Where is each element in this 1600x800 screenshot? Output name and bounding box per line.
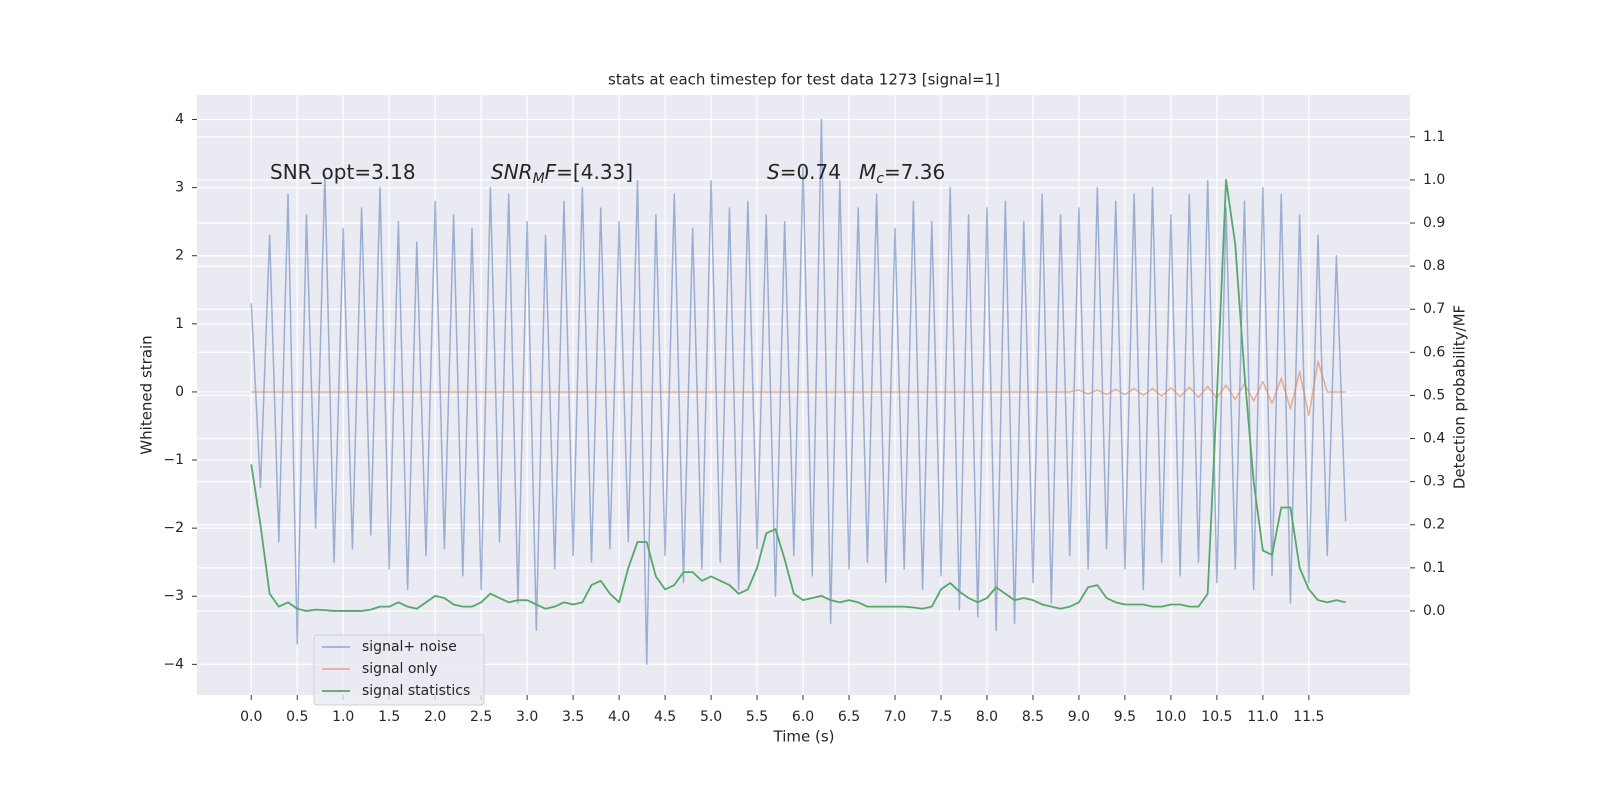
x-axis-label: Time (s) (773, 728, 835, 746)
y2-tick-label: 0.8 (1423, 258, 1445, 274)
x-tick-label: 9.0 (1068, 709, 1090, 725)
y2-tick-label: 0.3 (1423, 474, 1445, 490)
y2-tick-label: 0.1 (1423, 560, 1445, 576)
y2-tick-label: 1.0 (1423, 172, 1445, 188)
y2-tick-label: 0.0 (1423, 603, 1445, 619)
y-tick-label: 2 (175, 248, 184, 264)
marks (250, 118, 1347, 666)
x-tick-label: 2.5 (470, 709, 492, 725)
annotation: SNRMF=[4.33] (491, 160, 633, 188)
chart-title: stats at each timestep for test data 127… (608, 71, 1000, 89)
x-tick-label: 2.0 (424, 709, 446, 725)
y2-tick-label: 1.1 (1423, 129, 1445, 145)
x-tick-label: 11.0 (1247, 709, 1278, 725)
x-tick-label: 3.0 (516, 709, 538, 725)
y2-tick-label: 0.2 (1423, 517, 1445, 533)
legend-label: signal+ noise (362, 639, 457, 655)
y-tick-label: 1 (175, 316, 184, 332)
x-tick-label: 3.5 (562, 709, 584, 725)
legend-box (313, 634, 485, 706)
series-line (251, 360, 1346, 417)
y2-tick-label: 0.5 (1423, 387, 1445, 403)
y-tick-label: 3 (175, 180, 184, 196)
x-tick-label: 10.0 (1155, 709, 1186, 725)
annotation-part: M (533, 171, 545, 187)
annotation: S=0.74 (767, 160, 841, 184)
annotation-part: =7.36 (884, 160, 945, 184)
annotation-part: F (545, 160, 557, 184)
x-tick-label: 0.5 (286, 709, 308, 725)
y-tick-label: −2 (163, 520, 184, 536)
y2-axis-label: Detection probability/MF (1451, 305, 1469, 489)
annotation-part: SNR_opt=3.18 (270, 160, 416, 184)
x-tick-label: 7.5 (930, 709, 952, 725)
annotation: Mc=7.36 (859, 160, 945, 188)
x-tick-label: 0.0 (240, 709, 262, 725)
x-tick-label: 8.0 (976, 709, 998, 725)
x-tick-label: 5.0 (700, 709, 722, 725)
x-tick-label: 5.5 (746, 709, 768, 725)
y2-tick-label: 0.4 (1423, 431, 1445, 447)
y-tick-label: −4 (163, 656, 184, 672)
annotation: SNR_opt=3.18 (270, 160, 416, 184)
annotation-part: c (876, 171, 884, 187)
annotation-part: S (767, 160, 780, 184)
x-tick-label: 7.0 (884, 709, 906, 725)
legend-label: signal statistics (362, 683, 470, 699)
legend: signal+ noise signal only signal statistic… (313, 634, 485, 706)
legend-label: signal only (362, 661, 437, 677)
x-tick-label: 6.5 (838, 709, 860, 725)
x-tick-label: 4.5 (654, 709, 676, 725)
x-tick-label: 4.0 (608, 709, 630, 725)
annotation-part: M (859, 160, 876, 184)
annotation-part: =0.74 (780, 160, 841, 184)
x-tick-label: 8.5 (1022, 709, 1044, 725)
x-tick-label: 10.5 (1201, 709, 1232, 725)
y2-tick-label: 0.9 (1423, 215, 1445, 231)
y-tick-label: 0 (175, 384, 184, 400)
y-tick-label: 4 (175, 112, 184, 128)
annotation-part: SNR (491, 160, 533, 184)
annotation-part: =[4.33] (556, 160, 633, 184)
x-tick-label: 1.0 (332, 709, 354, 725)
x-tick-label: 9.5 (1114, 709, 1136, 725)
y-tick-label: −1 (163, 452, 184, 468)
x-tick-label: 11.5 (1293, 709, 1324, 725)
x-tick-label: 6.0 (792, 709, 814, 725)
y-axis-label: Whitened strain (138, 335, 156, 454)
y2-tick-label: 0.7 (1423, 301, 1445, 317)
x-tick-label: 1.5 (378, 709, 400, 725)
series-line (250, 118, 1347, 666)
grid (197, 95, 1410, 695)
series-line (250, 179, 1346, 612)
y-tick-label: −3 (163, 588, 184, 604)
y2-tick-label: 0.6 (1423, 344, 1445, 360)
